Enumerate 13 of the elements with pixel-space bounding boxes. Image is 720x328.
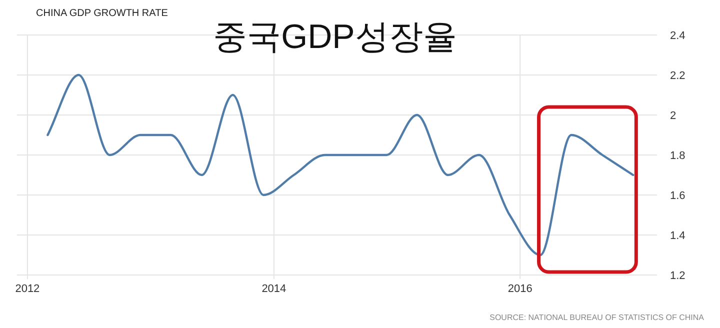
- x-tick-label: 2014: [262, 283, 286, 295]
- annotation: SOURCE: NATIONAL BUREAU OF STATISTICS OF CHINA: [490, 313, 704, 322]
- x-tick-label: 2016: [508, 283, 532, 295]
- y-tick-label: 2.4: [670, 30, 686, 42]
- y-tick-label: 1.6: [670, 190, 686, 202]
- title: CHINA GDP GROWTH RATE: [36, 8, 168, 19]
- y-tick-label: 1.2: [670, 270, 686, 282]
- x-tick-label: 2012: [15, 283, 40, 295]
- y-tick-label: 2: [670, 110, 676, 122]
- y-tick-label: 1.8: [670, 150, 686, 162]
- y-tick-label: 1.4: [670, 230, 686, 242]
- subtitle: 중국GDP성장율: [213, 18, 457, 56]
- y-tick-label: 2.2: [670, 70, 686, 82]
